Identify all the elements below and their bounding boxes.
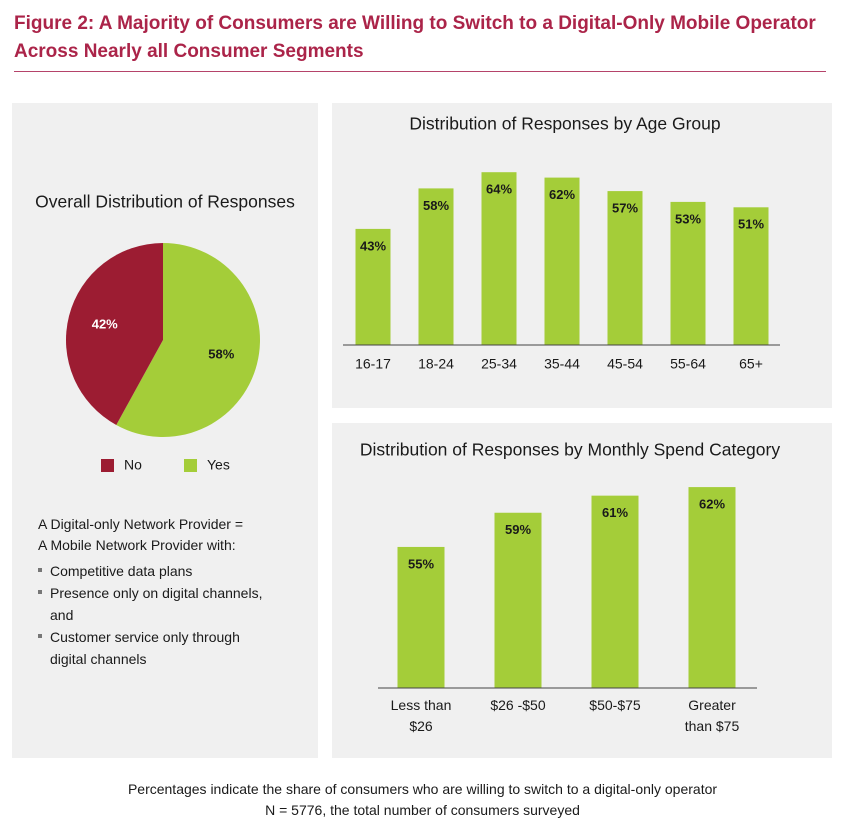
chart-title: Distribution of Responses by Age Group bbox=[409, 114, 720, 134]
x-tick-label: Greater than $75 bbox=[684, 697, 740, 734]
bar-value-label: 62% bbox=[699, 497, 725, 512]
title-rule bbox=[14, 71, 826, 72]
bar-value-label: 55% bbox=[408, 556, 434, 571]
bar-value-label: 59% bbox=[505, 522, 531, 537]
pie-label: 42% bbox=[92, 316, 118, 331]
bar bbox=[591, 495, 639, 688]
pie-slice bbox=[66, 243, 163, 426]
bar bbox=[688, 487, 736, 688]
legend-swatch bbox=[184, 459, 197, 472]
pie-label: 58% bbox=[208, 346, 234, 361]
x-tick-label: 25-34 bbox=[481, 356, 517, 372]
bar bbox=[397, 546, 445, 688]
legend-label: No bbox=[124, 457, 142, 473]
age-panel: Distribution of Responses by Age Group 43… bbox=[332, 103, 832, 408]
bar bbox=[544, 177, 580, 345]
bar-value-label: 64% bbox=[486, 182, 512, 197]
bar bbox=[670, 201, 706, 345]
x-tick-label: $26 -$50 bbox=[490, 697, 546, 713]
definition-bullet: Customer service only through digital ch… bbox=[38, 626, 280, 670]
x-tick-label: 35-44 bbox=[544, 356, 580, 372]
definition-line: A Mobile Network Provider with: bbox=[38, 537, 236, 553]
x-tick-label: $50-$75 bbox=[589, 697, 641, 713]
spend-bar-chart: Distribution of Responses by Monthly Spe… bbox=[360, 440, 780, 689]
bar-value-label: 62% bbox=[549, 187, 575, 202]
bar-value-label: 43% bbox=[360, 238, 386, 253]
x-tick-label: 45-54 bbox=[607, 356, 643, 372]
footnote: Percentages indicate the share of consum… bbox=[0, 779, 845, 821]
definition-bullet: Presence only on digital channels, and bbox=[38, 582, 280, 626]
definition-line: A Digital-only Network Provider = bbox=[38, 516, 244, 532]
definition-bullet: Competitive data plans bbox=[38, 560, 280, 582]
chart-title: Distribution of Responses by Monthly Spe… bbox=[360, 440, 780, 460]
x-tick-label: Less than $26 bbox=[390, 697, 452, 734]
legend-label: Yes bbox=[207, 457, 230, 473]
bar-value-label: 53% bbox=[675, 211, 701, 226]
bar bbox=[481, 172, 517, 345]
spend-panel: Distribution of Responses by Monthly Spe… bbox=[332, 423, 832, 758]
age-bar-chart: Distribution of Responses by Age Group 43… bbox=[343, 114, 780, 372]
bar bbox=[607, 191, 643, 345]
pie-panel: Overall Distribution of Responses 58% 42% N… bbox=[12, 103, 318, 758]
bar bbox=[494, 512, 542, 688]
bar-value-label: 51% bbox=[738, 217, 764, 232]
bar bbox=[355, 228, 391, 345]
figure-title: Figure 2: A Majority of Consumers are Wi… bbox=[14, 13, 816, 62]
x-tick-label: 16-17 bbox=[355, 356, 391, 372]
definition-list: Competitive data plans Presence only on … bbox=[38, 560, 280, 670]
bar-value-label: 57% bbox=[612, 201, 638, 216]
bar bbox=[733, 207, 769, 345]
pie-chart: Overall Distribution of Responses 58% 42% N… bbox=[35, 192, 295, 473]
footnote-line: N = 5776, the total number of consumers … bbox=[265, 802, 580, 818]
bar bbox=[418, 188, 454, 345]
bar-value-label: 61% bbox=[602, 505, 628, 520]
x-tick-label: 55-64 bbox=[670, 356, 706, 372]
chart-title: Overall Distribution of Responses bbox=[35, 192, 295, 212]
bar-value-label: 58% bbox=[423, 198, 449, 213]
footnote-line: Percentages indicate the share of consum… bbox=[127, 781, 718, 797]
pie-slice bbox=[116, 243, 261, 437]
legend-swatch bbox=[101, 459, 114, 472]
x-tick-label: 65+ bbox=[739, 356, 763, 372]
x-tick-label: 18-24 bbox=[418, 356, 454, 372]
